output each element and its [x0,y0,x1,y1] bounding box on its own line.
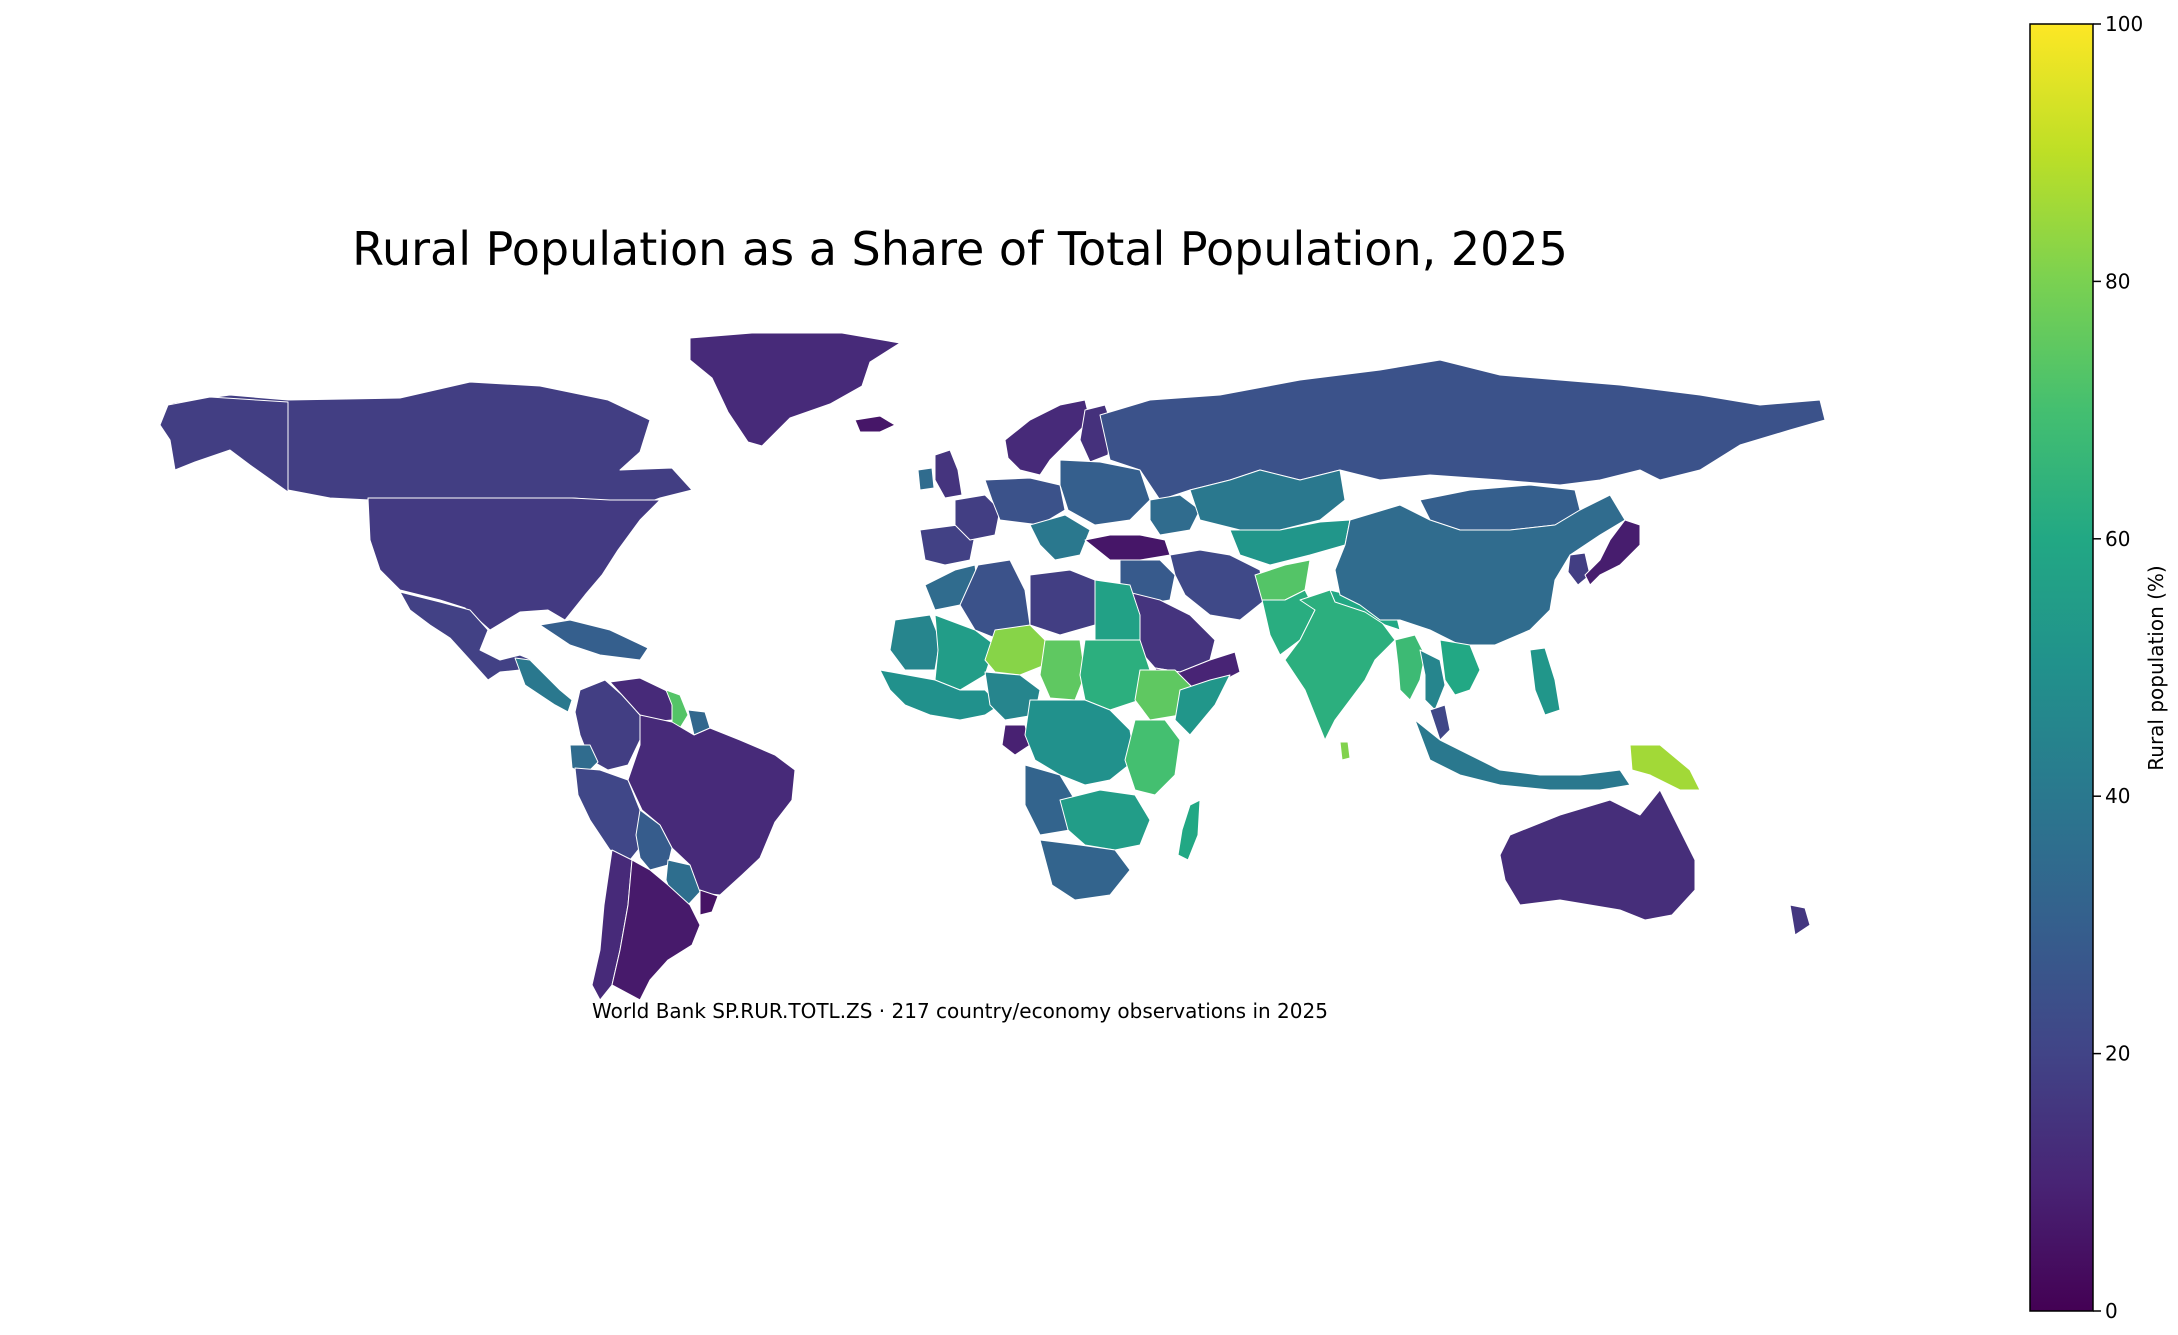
country-bolivia [635,809,673,871]
country-malaysia [1429,704,1451,741]
country-united-kingdom [934,449,963,499]
country-kazakhstan [1189,469,1346,531]
country-central-africa [1024,699,1136,786]
colorbar: 0 20 40 60 80 100 Rural population (%) [2029,12,2168,1323]
country-libya [1029,569,1096,636]
country-philippines [1529,647,1561,716]
colorbar-tick-label: 20 [2105,1042,2130,1066]
colorbar-gradient [2029,23,2094,1312]
country-niger [984,624,1046,676]
country-greenland [689,332,901,447]
country-vietnam-and-cambodia [1439,639,1481,696]
country-japan [1584,519,1641,586]
country-peru [574,767,643,861]
country-papua-new-guinea [1629,744,1701,791]
country-ireland [917,467,935,491]
country-indonesia [1414,719,1631,791]
country-iceland [854,415,896,433]
country-caucasus [1149,494,1201,536]
country-iran [1169,549,1266,621]
country-shapes [159,332,1826,1001]
country-east-africa [1124,719,1181,796]
colorbar-label: Rural population (%) [2144,565,2168,770]
colorbar-tick-label: 40 [2105,784,2130,808]
country-ecuador [569,744,599,776]
country-mongolia [1419,484,1581,531]
country-canada [164,381,693,511]
country-myanmar [1394,634,1426,701]
country-russia [1099,359,1826,501]
country-sudan [1079,639,1151,711]
country-balkans [1029,514,1091,561]
country-caribbean [539,619,649,661]
colorbar-tick-label: 60 [2105,527,2130,551]
country-southern-africa [1059,789,1151,851]
colorbar-tick-label: 80 [2105,269,2130,293]
country-argentina [611,859,701,1001]
country-eastern-europe [1059,459,1151,526]
country-somalia [1174,674,1231,736]
country-united-states [367,497,661,631]
country-australia [1499,789,1696,921]
map-subtitle: World Bank SP.RUR.TOTL.ZS · 217 country/… [592,999,1328,1023]
country-chad [1039,639,1086,701]
country-korea [1567,552,1591,586]
country-china [1334,494,1626,646]
country-france [954,494,1001,541]
country-gabon [1001,724,1031,756]
country-west-africa-coast [879,669,1001,721]
colorbar-tick-label: 100 [2105,12,2143,36]
country-mali [934,614,996,691]
country-central-europe [984,477,1066,526]
country-egypt [1094,579,1141,641]
country-south-africa [1039,839,1131,901]
country-alaska [159,396,289,493]
colorbar-ticks: 0 20 40 60 80 100 [2093,12,2143,1323]
country-madagascar [1177,799,1201,861]
country-mauritania [889,614,941,671]
country-new-zealand [1789,904,1811,936]
country-uruguay [699,889,719,916]
country-brazil [627,714,796,896]
country-turkey [1084,534,1171,561]
country-scandinavia [1004,399,1091,476]
colorbar-tick-label: 0 [2105,1299,2118,1323]
country-sri-lanka [1339,741,1351,761]
country-thailand [1419,649,1446,711]
map-title: Rural Population as a Share of Total Pop… [352,222,1568,276]
country-central-america [514,657,573,713]
